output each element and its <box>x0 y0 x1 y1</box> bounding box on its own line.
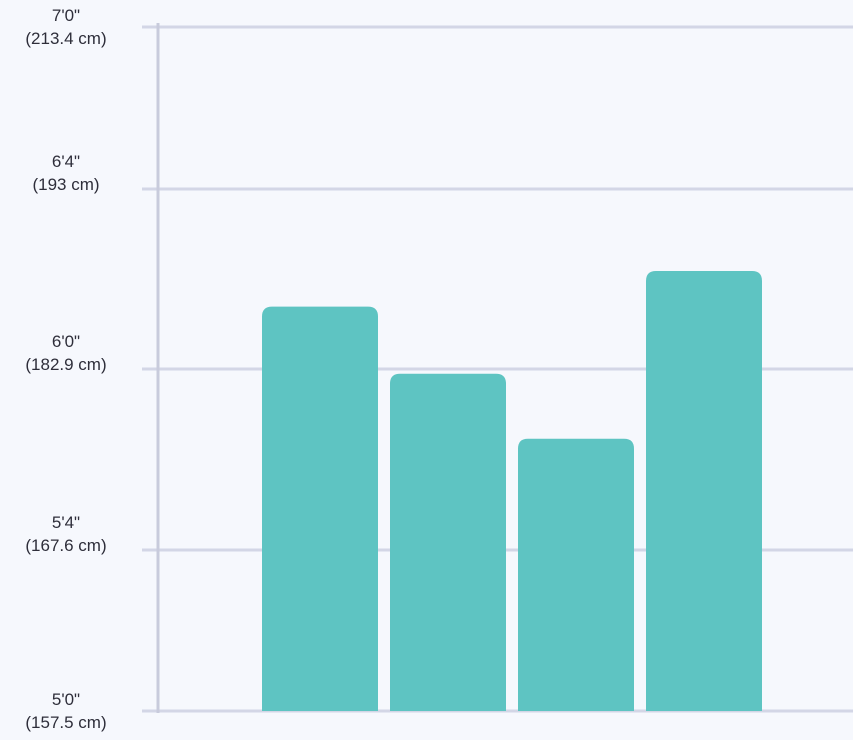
bar-4 <box>646 270 762 711</box>
y-tick-label: 6'0" (182.9 cm) <box>25 332 106 374</box>
bar-1 <box>262 306 378 711</box>
y-tick-feet: 5'4" <box>52 513 80 532</box>
y-tick-cm: (213.4 cm) <box>25 29 106 48</box>
y-tick-feet: 6'4" <box>52 152 80 171</box>
bars <box>262 270 762 711</box>
y-tick-label: 7'0" (213.4 cm) <box>25 6 106 48</box>
y-tick-feet: 6'0" <box>52 332 80 351</box>
y-tick-feet: 5'0" <box>52 690 80 709</box>
y-tick-label: 5'4" (167.6 cm) <box>25 513 106 555</box>
bar-3 <box>518 438 634 711</box>
bar-2 <box>390 373 506 711</box>
y-tick-feet: 7'0" <box>52 6 80 25</box>
y-tick-label: 5'0" (157.5 cm) <box>25 690 106 732</box>
y-axis-tick-labels: 5'0" (157.5 cm) 5'4" (167.6 cm) 6'0" (182.9 c… <box>25 6 106 732</box>
y-tick-cm: (167.6 cm) <box>25 536 106 555</box>
y-tick-cm: (193 cm) <box>32 175 99 194</box>
y-tick-cm: (157.5 cm) <box>25 713 106 732</box>
y-tick-cm: (182.9 cm) <box>25 355 106 374</box>
y-tick-label: 6'4" (193 cm) <box>32 152 99 194</box>
